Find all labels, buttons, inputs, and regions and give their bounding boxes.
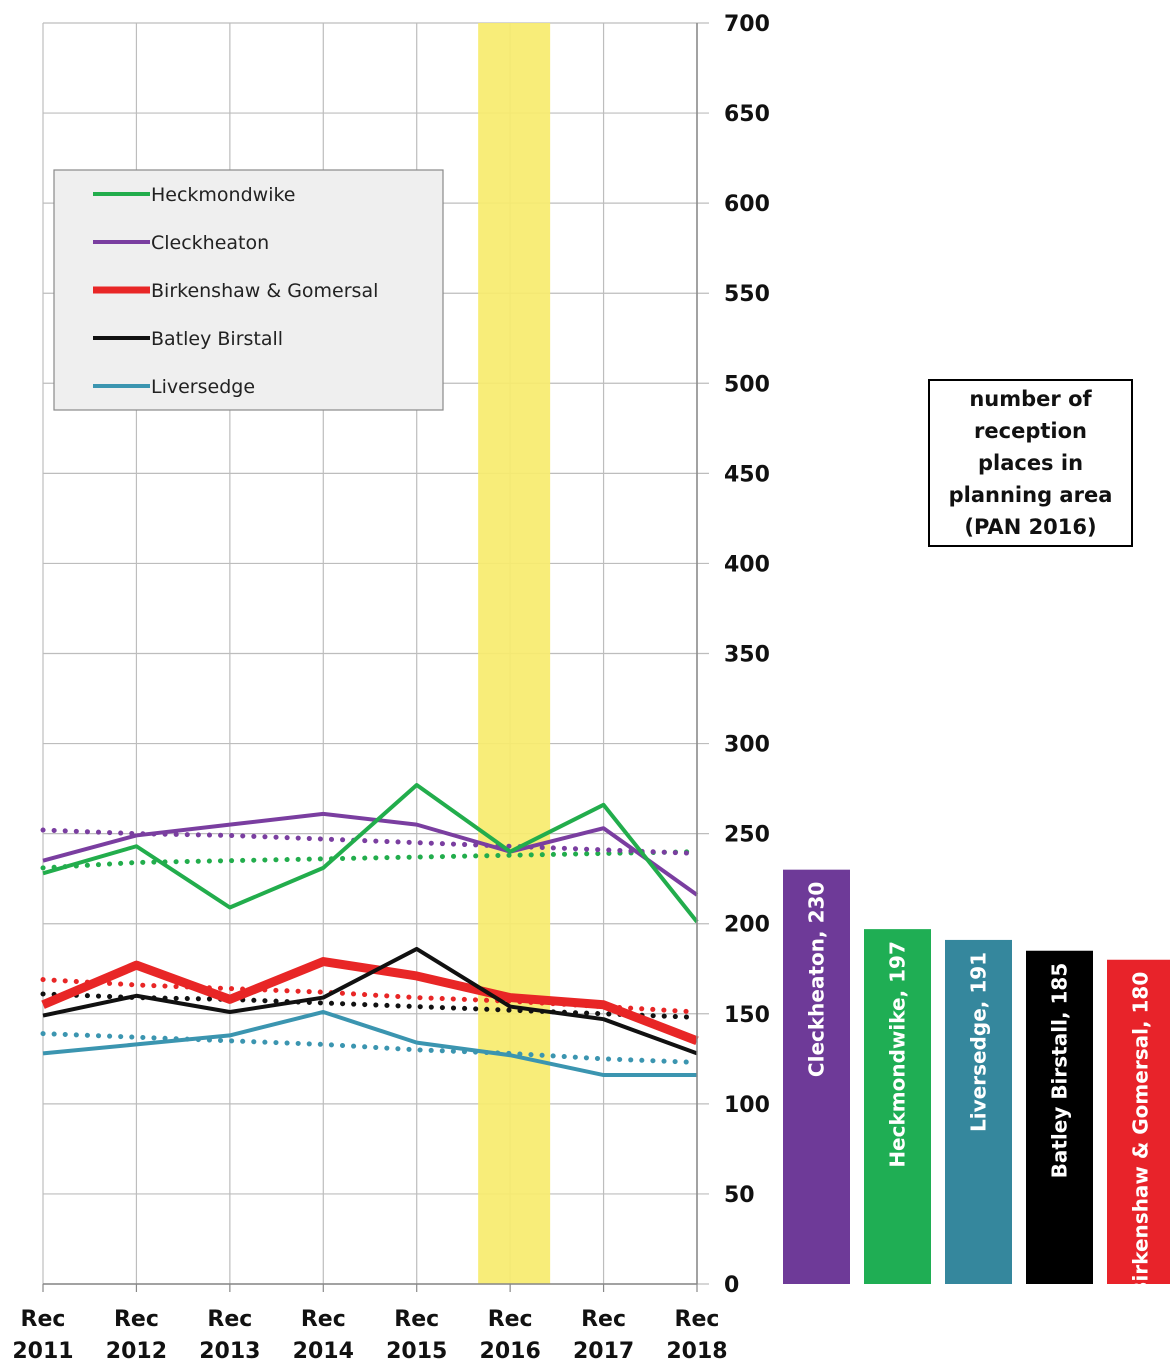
pan-bar-label: Birkenshaw & Gomersal, 180 bbox=[1129, 972, 1153, 1297]
y-tick-label: 550 bbox=[724, 282, 770, 307]
series-lines bbox=[41, 783, 699, 1078]
x-tick-label: Rec bbox=[675, 1307, 720, 1332]
pan-bar bbox=[1107, 959, 1170, 1284]
y-tick-label: 500 bbox=[724, 372, 770, 397]
x-tick-label: 2011 bbox=[12, 1339, 73, 1364]
y-tick-label: 400 bbox=[724, 552, 770, 577]
note-box: number of reception places in planning a… bbox=[928, 379, 1133, 547]
y-tick-label: 600 bbox=[724, 192, 770, 217]
x-tick-label: 2018 bbox=[666, 1339, 727, 1364]
y-tick-label: 450 bbox=[724, 462, 770, 487]
x-tick-label: Rec bbox=[301, 1307, 346, 1332]
pan-bar bbox=[864, 929, 931, 1284]
series-line bbox=[42, 811, 699, 897]
trendline bbox=[40, 1031, 700, 1065]
series-line bbox=[42, 946, 698, 1056]
pan-bar-label: Liversedge, 191 bbox=[967, 952, 991, 1132]
legend-label: Cleckheaton bbox=[151, 232, 269, 254]
legend: Heckmondwike Cleckheaton Birkenshaw & Gome… bbox=[53, 169, 444, 411]
y-tick-label: 700 bbox=[724, 12, 770, 37]
y-tick-label: 350 bbox=[724, 643, 770, 668]
x-tick-label: 2013 bbox=[199, 1339, 260, 1364]
note-text: number of reception places in planning a… bbox=[948, 387, 1113, 539]
x-tick-label: Rec bbox=[114, 1307, 159, 1332]
y-tick-label: 300 bbox=[724, 733, 770, 758]
legend-label: Birkenshaw & Gomersal bbox=[151, 280, 378, 302]
y-tick-label: 200 bbox=[724, 913, 770, 938]
x-tick-label: 2012 bbox=[106, 1339, 167, 1364]
x-tick-label: 2014 bbox=[293, 1339, 354, 1364]
x-tick-label: 2015 bbox=[386, 1339, 447, 1364]
y-tick-label: 650 bbox=[724, 102, 770, 127]
legend-label: Heckmondwike bbox=[151, 184, 296, 206]
x-tick-label: Rec bbox=[394, 1307, 439, 1332]
y-tick-label: 0 bbox=[724, 1273, 739, 1298]
trendline bbox=[40, 849, 700, 871]
x-tick-label: Rec bbox=[207, 1307, 252, 1332]
x-tick-label: Rec bbox=[488, 1307, 533, 1332]
x-tick-label: 2017 bbox=[573, 1339, 634, 1364]
pan-bar-label: Batley Birstall, 185 bbox=[1048, 963, 1072, 1179]
x-tick-label: 2016 bbox=[480, 1339, 541, 1364]
series-line bbox=[42, 783, 699, 924]
series-line bbox=[41, 957, 699, 1046]
y-tick-label: 150 bbox=[724, 1003, 770, 1028]
pan-bar-label: Heckmondwike, 197 bbox=[886, 941, 910, 1168]
highlight-band bbox=[478, 23, 551, 1284]
pan-bar bbox=[783, 869, 850, 1284]
y-tick-label: 100 bbox=[724, 1093, 770, 1118]
pan-bar bbox=[1026, 950, 1093, 1284]
legend-label: Batley Birstall bbox=[151, 328, 283, 350]
highlight-band-rect bbox=[478, 23, 551, 1284]
pan-bars: Cleckheaton, 230 Heckmondwike, 197 Liverse… bbox=[783, 869, 1170, 1297]
series-line bbox=[42, 1009, 697, 1078]
legend-label: Liversedge bbox=[151, 376, 255, 398]
pan-bar bbox=[945, 939, 1012, 1284]
y-tick-label: 50 bbox=[724, 1183, 755, 1208]
y-tick-label: 250 bbox=[724, 823, 770, 848]
x-tick-label: Rec bbox=[21, 1307, 66, 1332]
pan-bar-label: Cleckheaton, 230 bbox=[805, 882, 829, 1077]
x-tick-label: Rec bbox=[581, 1307, 626, 1332]
axes: 0 50 100 150 200 250 300 350 400 450 500 550 600 650 7… bbox=[12, 12, 770, 1364]
